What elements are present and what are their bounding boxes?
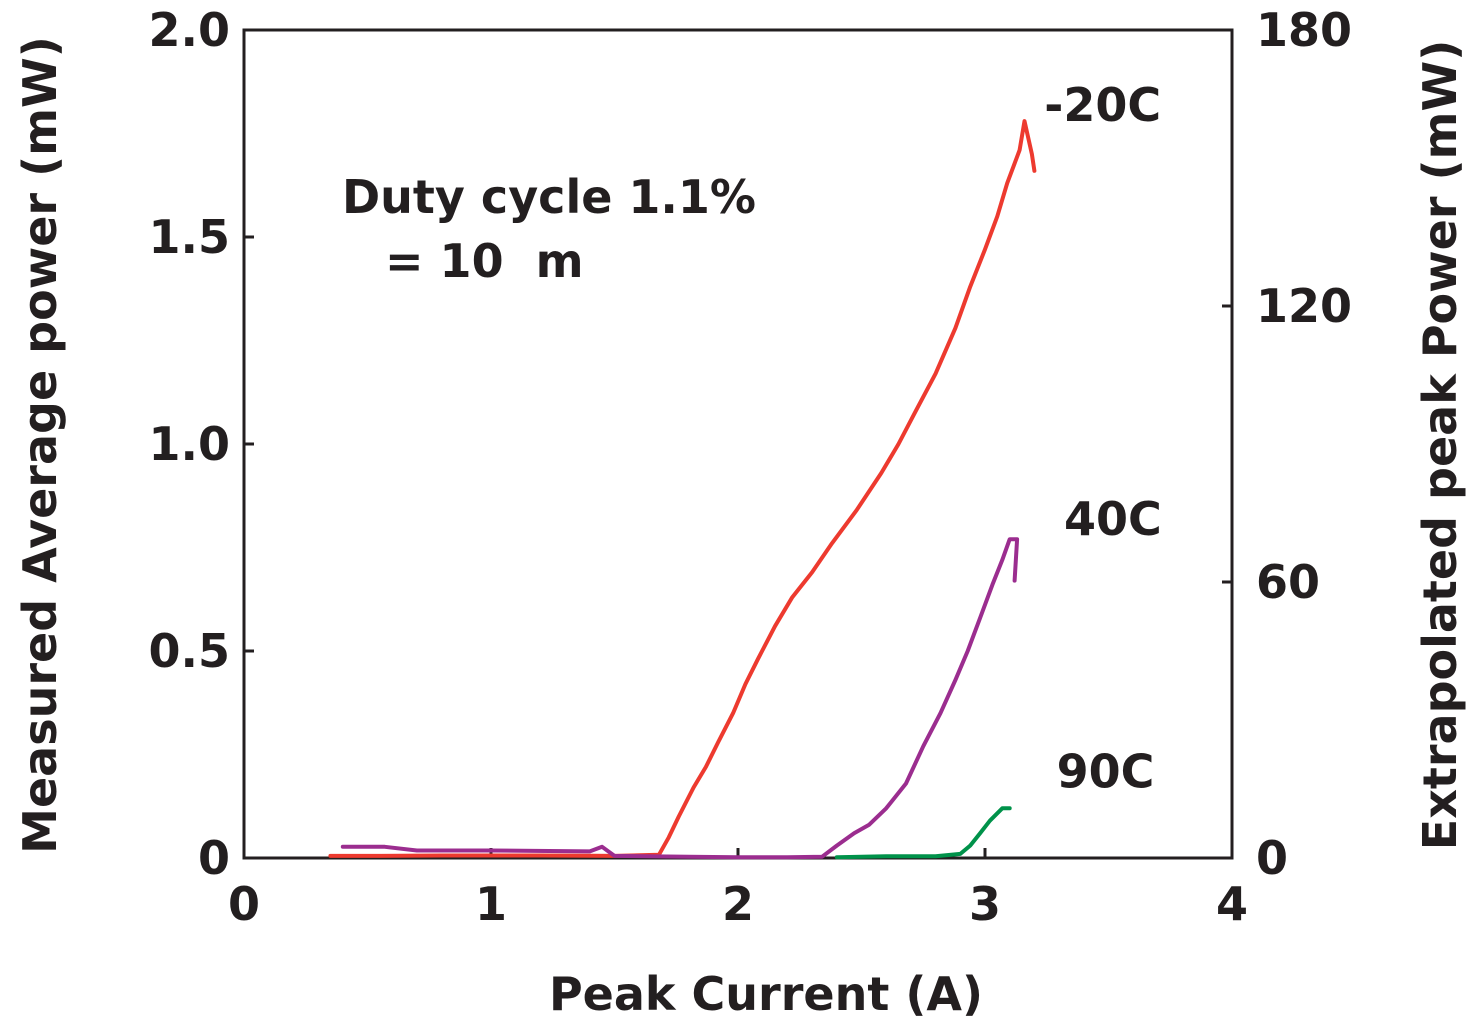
y2-tick-label: 180 (1256, 3, 1352, 57)
series-line-40c (340, 537, 1020, 860)
series-line-20c (328, 119, 1037, 858)
series-labels: -20C 40C 90C (1044, 78, 1162, 799)
x-tick-label: 2 (722, 877, 754, 931)
plot-border (242, 28, 1234, 860)
series-label-90c: 90C (1057, 745, 1155, 799)
x-tick-label: 3 (969, 877, 1001, 931)
annotation-duty-cycle: Duty cycle 1.1% (342, 170, 756, 224)
series-line-90c (834, 806, 1012, 860)
y2-ticks: 0 60 120 180 (1222, 3, 1352, 885)
x-tick-label: 4 (1216, 877, 1248, 931)
series-label-20c: -20C (1044, 78, 1161, 132)
y-tick-label: 0.5 (149, 624, 231, 678)
y2-tick-label: 0 (1256, 831, 1288, 885)
x-tick-label: 0 (228, 877, 260, 931)
y-ticks: 0 0.5 1.0 1.5 2.0 (149, 3, 254, 885)
y-tick-label: 1.0 (149, 417, 231, 471)
y-tick-label: 0 (198, 831, 230, 885)
x-ticks: 0 1 2 3 4 (228, 848, 1248, 931)
plot-frame (242, 28, 1234, 860)
y-axis-title: Measured Average power (mW) (13, 36, 67, 854)
annotation-pulse-width: = 10 m (385, 234, 584, 288)
series-label-40c: 40C (1064, 492, 1162, 546)
y2-axis-title: Extrapolated peak Power (mW) (1413, 40, 1467, 850)
x-axis-title: Peak Current (A) (549, 967, 983, 1019)
x-tick-label: 1 (475, 877, 507, 931)
y-tick-label: 2.0 (149, 3, 231, 57)
y2-tick-label: 60 (1256, 555, 1320, 609)
y-tick-label: 1.5 (149, 210, 231, 264)
y2-tick-label: 120 (1256, 279, 1352, 333)
series-layer (328, 119, 1037, 860)
